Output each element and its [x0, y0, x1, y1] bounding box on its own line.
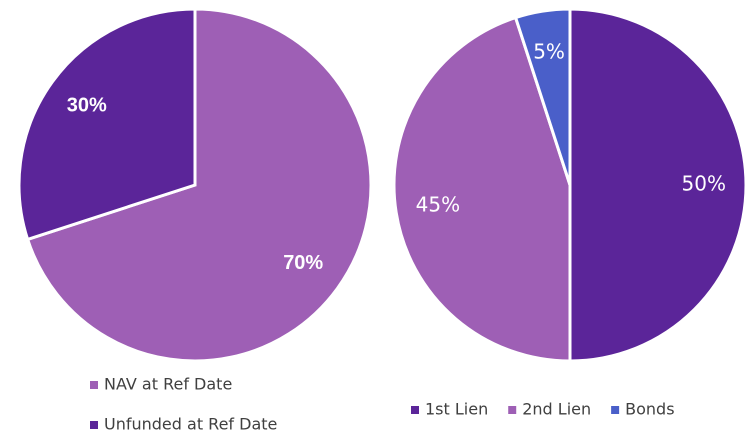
legend-swatch [611, 406, 620, 414]
value-label: 45% [416, 192, 460, 216]
legend-swatch [411, 406, 419, 414]
legend-swatch [90, 381, 98, 389]
pie-slice [392, 15, 572, 363]
value-label: 30% [67, 95, 107, 117]
value-label: 5% [533, 39, 565, 63]
legend-label: NAV at Ref Date [104, 375, 232, 394]
legend-swatch [508, 406, 517, 414]
legend-label: Unfunded at Ref Date [104, 415, 277, 434]
legend-label: 2nd Lien [522, 400, 591, 419]
legend-swatch [90, 421, 98, 429]
pie-slice [17, 7, 197, 242]
value-label: 70% [283, 252, 323, 274]
legend-label: 1st Lien [425, 400, 488, 419]
pie-slice [513, 7, 572, 186]
legend-label: Bonds [625, 400, 674, 419]
value-label: 50% [682, 172, 726, 196]
pie-slice [25, 7, 373, 363]
pie-slice [568, 7, 748, 363]
